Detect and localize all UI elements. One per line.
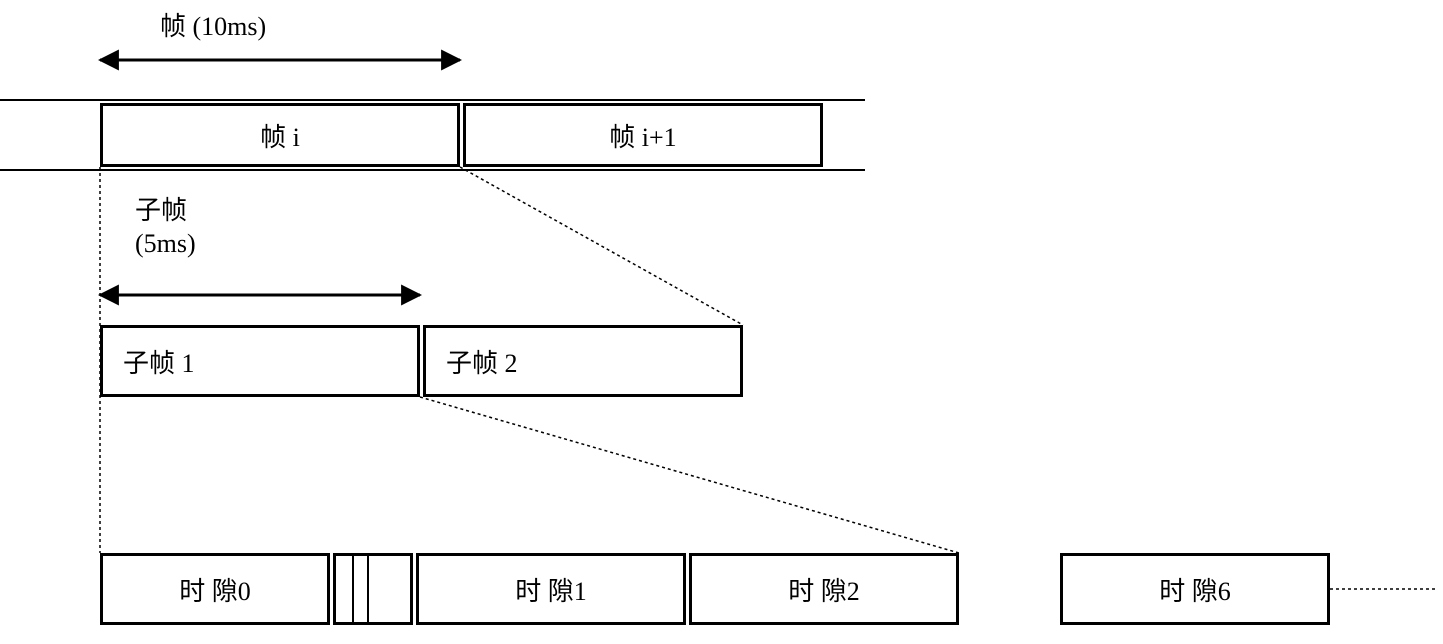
subframe-1-text: 子帧 1	[123, 343, 195, 380]
slot-gap	[333, 553, 413, 625]
frame-i-plus-1: 帧 i+1	[463, 103, 823, 167]
subframe-duration-line1: 子帧	[135, 195, 196, 228]
slot-0: 时 隙0	[100, 553, 330, 625]
subframe-duration-line2: (5ms)	[135, 228, 196, 261]
slot-1: 时 隙1	[416, 553, 686, 625]
subframe-duration-label: 子帧 (5ms)	[135, 195, 196, 260]
subframe-1: 子帧 1	[100, 325, 420, 397]
frame-duration-text: 帧 (10ms)	[160, 12, 266, 41]
slot-6: 时 隙6	[1060, 553, 1330, 625]
subframe-2: 子帧 2	[423, 325, 743, 397]
slot-0-text: 时 隙0	[179, 571, 251, 608]
slot-6-text: 时 隙6	[1159, 571, 1231, 608]
frame-i: 帧 i	[100, 103, 460, 167]
frame-i-plus-1-text: 帧 i+1	[609, 117, 676, 154]
slot-2-text: 时 隙2	[788, 571, 860, 608]
overlay-svg	[0, 0, 1443, 644]
slot-2: 时 隙2	[689, 553, 959, 625]
guide-subframe-to-slots	[420, 397, 959, 553]
slot-1-text: 时 隙1	[515, 571, 587, 608]
frame-i-text: 帧 i	[260, 117, 300, 154]
frame-duration-label: 帧 (10ms)	[160, 6, 266, 43]
guide-frame-to-subframe	[460, 167, 743, 325]
subframe-2-text: 子帧 2	[446, 343, 518, 380]
